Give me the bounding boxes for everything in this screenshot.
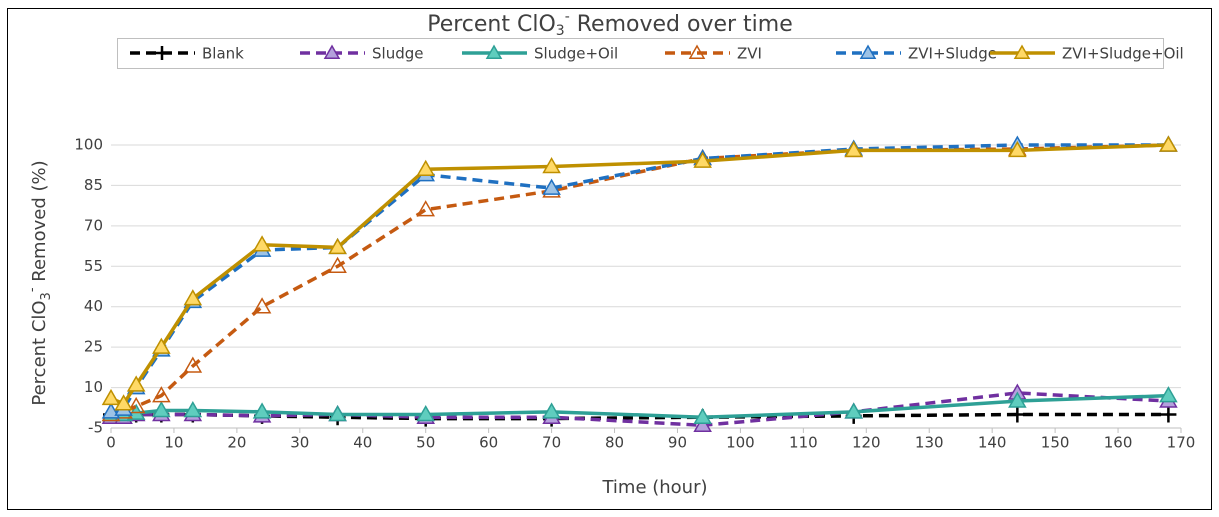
legend-label: ZVI+Sludge+Oil <box>1062 45 1184 63</box>
x-tick-label: 10 <box>164 434 183 452</box>
legend-marker <box>859 44 877 59</box>
y-tick-label: 10 <box>84 378 103 396</box>
legend-label: ZVI+Sludge <box>908 45 997 63</box>
legend-marker <box>485 44 503 59</box>
marker <box>328 256 347 274</box>
marker <box>693 407 712 424</box>
marker <box>1008 140 1027 158</box>
ylabel-sup: - <box>25 287 40 292</box>
legend-label: Sludge+Oil <box>534 45 618 63</box>
x-tick-label: 0 <box>106 434 116 452</box>
marker <box>1009 406 1026 423</box>
marker <box>693 151 712 168</box>
marker <box>328 405 347 422</box>
marker <box>252 297 272 314</box>
ylabel-part: Removed (%) <box>29 160 50 287</box>
chart-frame <box>7 8 1212 510</box>
marker <box>183 289 203 306</box>
x-axis-label: Time (hour) <box>601 477 707 498</box>
y-tick-label: 70 <box>84 216 103 234</box>
marker <box>183 356 203 373</box>
legend-label: ZVI <box>737 45 762 63</box>
marker <box>126 396 146 414</box>
x-tick-label: 170 <box>1167 434 1196 452</box>
marker <box>844 140 863 158</box>
y-axis-label: Percent ClO3- Removed (%) <box>25 160 54 405</box>
legend-marker <box>323 44 341 59</box>
marker <box>152 386 171 403</box>
x-tick-label: 50 <box>416 434 435 452</box>
marker <box>252 402 272 419</box>
x-tick-label: 160 <box>1104 434 1133 452</box>
x-tick-label: 130 <box>915 434 944 452</box>
legend-label: Blank <box>202 45 244 63</box>
marker <box>252 235 272 252</box>
legend-box <box>117 38 1164 69</box>
legend-marker <box>1013 44 1031 59</box>
x-tick-label: 40 <box>353 434 372 452</box>
series-line <box>110 143 1169 417</box>
title-part: Percent ClO <box>427 12 556 37</box>
ylabel-sub: 3 <box>39 292 54 300</box>
x-tick-label: 60 <box>479 434 498 452</box>
marker <box>1160 406 1177 423</box>
marker <box>1159 386 1178 403</box>
y-tick-label: -5 <box>88 419 103 437</box>
title-sub: 3 <box>556 23 565 39</box>
y-tick-label: 55 <box>84 257 103 275</box>
x-tick-label: 140 <box>978 434 1007 452</box>
marker <box>152 400 171 418</box>
legend-marker <box>155 46 169 60</box>
marker <box>844 402 863 419</box>
y-tick-label: 85 <box>84 176 103 194</box>
x-tick-label: 30 <box>290 434 309 452</box>
y-tick-label: 40 <box>84 297 103 315</box>
marker <box>542 178 561 195</box>
x-tick-label: 20 <box>227 434 246 452</box>
x-tick-label: 70 <box>542 434 561 452</box>
marker <box>1159 135 1178 152</box>
y-tick-label: 25 <box>84 338 103 356</box>
x-tick-label: 150 <box>1041 434 1070 452</box>
x-tick-label: 110 <box>789 434 818 452</box>
legend-label: Sludge <box>372 45 423 63</box>
x-tick-label: 80 <box>605 434 624 452</box>
legend-marker <box>688 44 706 59</box>
marker <box>693 415 712 433</box>
x-tick-label: 120 <box>852 434 881 452</box>
marker <box>328 237 347 255</box>
marker <box>152 337 171 354</box>
marker <box>542 402 561 419</box>
title-sup: - <box>565 9 570 25</box>
marker <box>101 402 121 419</box>
marker <box>101 388 121 406</box>
title-part: Removed over time <box>570 12 793 37</box>
marker <box>126 375 146 392</box>
x-tick-label: 100 <box>726 434 755 452</box>
y-tick-label: 100 <box>74 136 103 154</box>
marker <box>114 394 133 411</box>
marker <box>542 157 561 174</box>
marker <box>416 200 435 217</box>
marker <box>1008 391 1027 408</box>
chart-title: Percent ClO3- Removed over time <box>427 9 793 39</box>
marker <box>416 405 435 422</box>
marker <box>183 400 203 418</box>
marker <box>416 159 435 177</box>
ylabel-part: Percent ClO <box>29 300 50 405</box>
x-tick-label: 90 <box>668 434 687 452</box>
